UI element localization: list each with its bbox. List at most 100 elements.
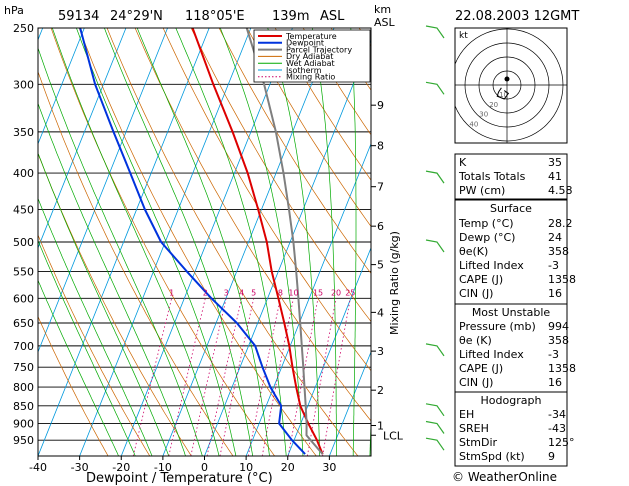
mixing-ratio-label: 4 xyxy=(239,288,244,297)
dry-adiabat-line xyxy=(162,28,371,372)
pressure-tick-label: 700 xyxy=(13,340,34,353)
mu-theta-value: 358 xyxy=(548,334,569,347)
hodograph-trace xyxy=(496,87,510,100)
pw-label: PW (cm) xyxy=(459,184,505,197)
wind-barb xyxy=(425,420,445,434)
height-tick-label: 4 xyxy=(377,306,384,319)
wet-adiabat-line xyxy=(104,28,254,456)
mixing-ratio-line xyxy=(132,298,172,456)
indices-table: K 35 Totals Totals 41 PW (cm) 4.58 xyxy=(454,153,573,200)
mu-cape-label: CAPE (J) xyxy=(459,362,503,375)
legend-label: Dry Adiabat xyxy=(286,52,333,61)
wet-adiabat-line xyxy=(38,102,186,456)
wet-adiabat-line xyxy=(76,28,237,456)
station-elevation: 139m xyxy=(272,9,309,24)
mu-cin-value: 16 xyxy=(548,376,562,389)
sreh-value: -43 xyxy=(548,422,566,435)
totals-value: 41 xyxy=(548,170,562,183)
wet-adiabat-line xyxy=(312,28,337,456)
totals-label: Totals Totals xyxy=(458,170,526,183)
surface-temp-value: 28.2 xyxy=(548,217,573,230)
wind-barb xyxy=(425,170,445,184)
temp-tick-label: 10 xyxy=(239,461,253,474)
dry-adiabat-line xyxy=(38,152,192,456)
isotherm-line xyxy=(162,28,335,456)
temp-tick-label: -30 xyxy=(71,461,89,474)
dry-adiabat-line xyxy=(218,28,371,275)
x-axis-label: Dewpoint / Temperature (°C) xyxy=(86,471,273,486)
temp-tick-label: -20 xyxy=(112,461,130,474)
legend-label: Wet Adiabat xyxy=(286,59,335,68)
wind-barb xyxy=(425,239,445,253)
height-tick-label: 6 xyxy=(377,220,384,233)
wind-barb xyxy=(425,81,445,95)
isotherm-line xyxy=(38,28,168,354)
station-lon: 118°05'E xyxy=(185,9,245,24)
height-tick-label: 1 xyxy=(377,420,384,433)
eh-label: EH xyxy=(459,408,474,421)
temperature-line xyxy=(191,28,324,455)
temp-tick-label: -10 xyxy=(154,461,172,474)
wind-barbs xyxy=(425,25,445,451)
sounding-lines xyxy=(79,28,324,455)
stmspd-value: 9 xyxy=(548,450,555,463)
mu-theta-label: θe (K) xyxy=(459,334,492,347)
height-tick-label: 8 xyxy=(377,140,384,153)
wet-adiabat-line xyxy=(38,239,136,456)
surface-title: Surface xyxy=(490,202,532,215)
mixing-ratio-axis-label: Mixing Ratio (g/kg) xyxy=(388,231,401,335)
wet-adiabat-line xyxy=(38,152,170,456)
hodograph-ring-label: 10 xyxy=(499,91,508,99)
hodograph-unit: kt xyxy=(459,31,468,41)
mixing-ratio-label: 15 xyxy=(313,288,323,297)
dry-adiabat-line xyxy=(190,28,371,323)
hodograph-ring-label: 30 xyxy=(479,111,488,119)
wet-adiabat-line xyxy=(219,28,304,456)
sounding-date: 22.08.2003 12GMT xyxy=(455,9,579,24)
mu-title: Most Unstable xyxy=(472,306,551,319)
hodograph-ring-label: 20 xyxy=(489,101,498,109)
wet-adiabat-line xyxy=(38,46,203,456)
dry-adiabat-line xyxy=(38,70,234,456)
hpa-label: hPa xyxy=(4,4,24,17)
isotherm-line xyxy=(0,28,1,456)
wind-barb xyxy=(425,403,445,417)
mixing-ratio-label: 5 xyxy=(251,288,256,297)
most-unstable-table: Most Unstable Pressure (mb) 994 θe (K) 3… xyxy=(454,303,576,393)
mixing-ratio-line xyxy=(247,298,281,456)
pressure-tick-label: 500 xyxy=(13,236,34,249)
legend-label: Dewpoint xyxy=(286,39,324,48)
mixing-ratio-line xyxy=(168,298,206,456)
mixing-ratio-line xyxy=(190,298,227,456)
temp-tick-label: -40 xyxy=(29,461,47,474)
mu-li-label: Lifted Index xyxy=(459,348,524,361)
pressure-tick-label: 850 xyxy=(13,400,34,413)
isotherm-line xyxy=(79,28,252,456)
pressure-tick-label: 300 xyxy=(13,78,34,91)
legend-label: Parcel Trajectory xyxy=(286,45,352,54)
surface-cape-value: 1358 xyxy=(548,273,576,286)
surface-dewp-label: Dewp (°C) xyxy=(459,231,515,244)
dry-adiabat-line xyxy=(246,28,371,227)
isotherm-line xyxy=(38,28,127,249)
surface-li-value: -3 xyxy=(548,259,559,272)
mu-pressure-value: 994 xyxy=(548,320,569,333)
copyright: © WeatherOnline xyxy=(452,470,557,484)
legend-label: Isotherm xyxy=(286,66,322,75)
height-tick-label: 5 xyxy=(377,259,384,272)
dry-adiabat-line xyxy=(134,28,371,422)
background-lines xyxy=(0,28,371,456)
wind-barb xyxy=(425,437,445,451)
km-label: km xyxy=(374,3,391,16)
mixing-ratio-label: 2 xyxy=(203,288,208,297)
mixing-ratio-label: 10 xyxy=(288,288,298,297)
surface-theta-value: 358 xyxy=(548,245,569,258)
stmdir-label: StmDir xyxy=(459,436,498,449)
legend-label: Mixing Ratio xyxy=(286,73,335,82)
mu-li-value: -3 xyxy=(548,348,559,361)
mu-cin-label: CIN (J) xyxy=(459,376,493,389)
pressure-tick-label: 550 xyxy=(13,265,34,278)
surface-theta-label: θe(K) xyxy=(459,245,488,258)
